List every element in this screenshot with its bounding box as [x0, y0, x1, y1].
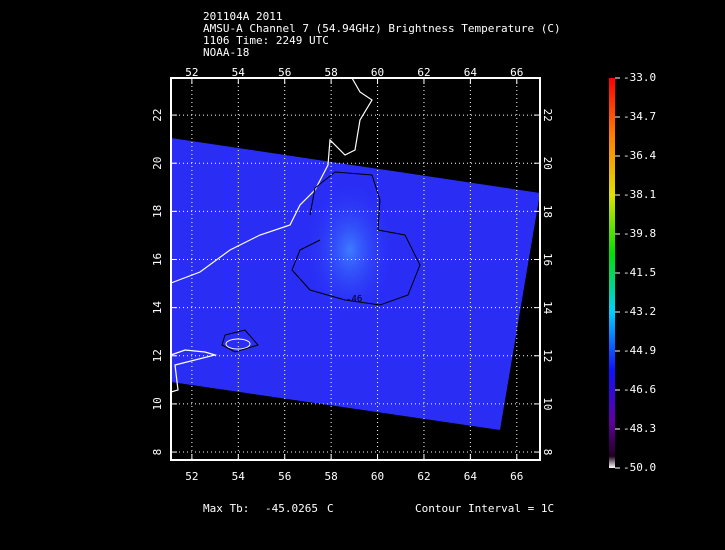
colorbar-label: -46.6 — [623, 383, 656, 396]
warm-area — [305, 180, 395, 320]
lon-tick-label: 58 — [325, 66, 338, 79]
lon-tick-label: 52 — [185, 470, 198, 483]
lon-tick-label: 60 — [371, 470, 384, 483]
contour-label: -46 — [346, 295, 362, 305]
lat-tick-label: 18 — [151, 205, 164, 218]
lon-tick-label: 62 — [417, 470, 430, 483]
map-border — [170, 77, 541, 461]
lat-tick-label: 12 — [541, 349, 554, 362]
lon-tick-label: 54 — [232, 66, 246, 79]
header-line: AMSU-A Channel 7 (54.94GHz) Brightness T… — [203, 22, 561, 35]
footer-value: -45.0265 — [265, 502, 318, 515]
coastline — [170, 349, 218, 393]
coastline — [170, 77, 373, 284]
lat-tick-label: 10 — [151, 397, 164, 410]
contour — [221, 329, 259, 353]
lat-tick-label: 18 — [541, 205, 554, 218]
footer-contour: Contour Interval = 1C — [415, 502, 554, 515]
lon-tick-label: 56 — [278, 470, 291, 483]
map-frame: 52 52 54 54 56 56 58 58 60 60 62 62 64 64 66 66 8 8 10 10 12… — [151, 66, 554, 483]
lat-tick-label: 16 — [541, 253, 554, 266]
header: 201104A 2011 AMSU-A Channel 7 (54.94GHz)… — [203, 10, 561, 59]
colorbar-label: -48.3 — [623, 422, 656, 435]
lat-tick-label: 22 — [541, 108, 554, 121]
footer-label: Max Tb: — [203, 502, 249, 515]
lon-tick-label: 58 — [325, 470, 338, 483]
colorbar-label: -36.4 — [623, 149, 656, 162]
lon-tick-label: 66 — [510, 470, 523, 483]
colorbar-label: -44.9 — [623, 344, 656, 357]
lat-tick-label: 10 — [541, 397, 554, 410]
footer: Max Tb: -45.0265 C Contour Interval = 1C — [203, 502, 554, 515]
header-line: NOAA-18 — [203, 46, 249, 59]
lon-tick-label: 64 — [464, 66, 478, 79]
lat-tick-label: 14 — [151, 301, 164, 315]
colorbar-label: -50.0 — [623, 461, 656, 474]
colorbar-label: -39.8 — [623, 227, 656, 240]
lat-tick-label: 14 — [541, 301, 554, 315]
lon-tick-label: 62 — [417, 66, 430, 79]
lat-tick-label: 12 — [151, 349, 164, 362]
footer-unit: C — [327, 502, 334, 515]
lat-tick-label: 16 — [151, 253, 164, 266]
lat-tick-label: 20 — [151, 157, 164, 170]
lon-tick-label: 66 — [510, 66, 523, 79]
lon-tick-label: 56 — [278, 66, 291, 79]
colorbar-label: -33.0 — [623, 71, 656, 84]
contour — [291, 171, 421, 306]
header-line: 201104A 2011 — [203, 10, 282, 23]
colorbar — [609, 78, 615, 468]
lon-tick-label: 54 — [232, 470, 246, 483]
lat-tick-label: 20 — [541, 157, 554, 170]
lat-tick-label: 8 — [151, 449, 164, 456]
colorbar-label: -43.2 — [623, 305, 656, 318]
lon-tick-label: 52 — [185, 66, 198, 79]
lon-tick-label: 60 — [371, 66, 384, 79]
lat-tick-label: 22 — [151, 108, 164, 121]
header-line: 1106 Time: 2249 UTC — [203, 34, 329, 47]
colorbar-label: -38.1 — [623, 188, 656, 201]
lat-tick-label: 8 — [541, 449, 554, 456]
colorbar-label: -34.7 — [623, 110, 656, 123]
colorbar-label: -41.5 — [623, 266, 656, 279]
lon-tick-label: 64 — [464, 470, 478, 483]
